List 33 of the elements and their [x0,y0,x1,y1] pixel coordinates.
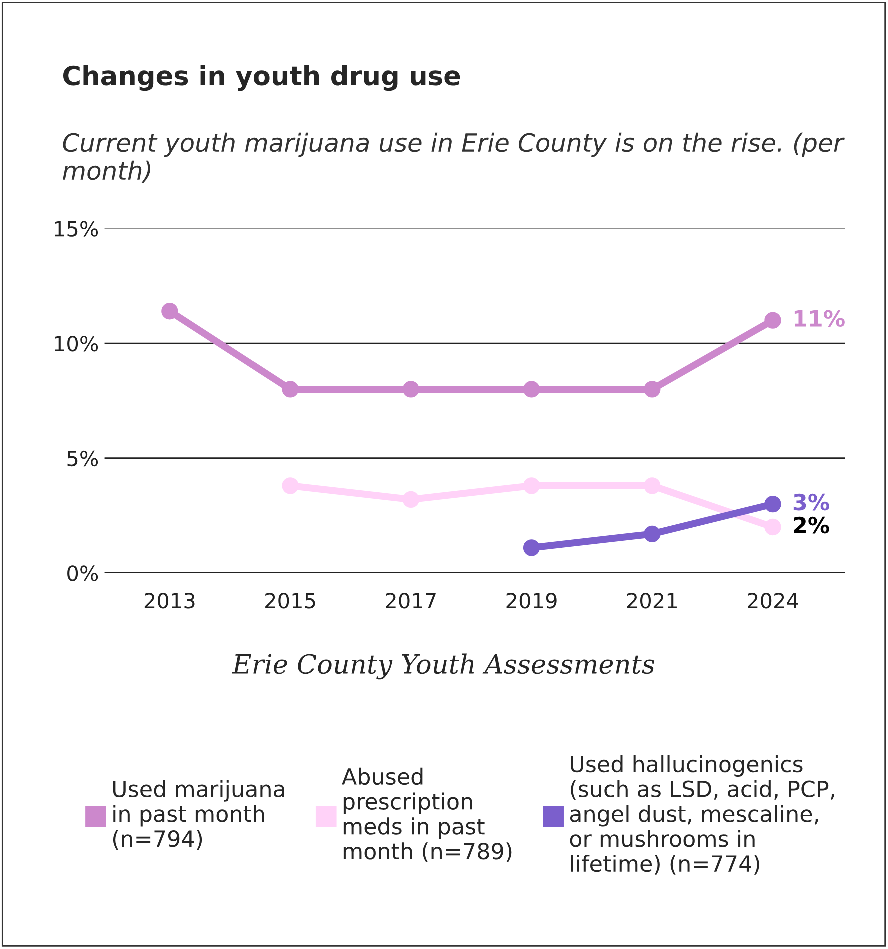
x-tick-label: 2021 [627,593,677,609]
y-tick-label: 0% [68,566,98,582]
y-tick-label: 15% [55,221,98,237]
point [764,518,782,536]
chart-title: Changes in youth drug use [63,65,460,92]
chart-subtitle: Current youth marijuana use in Erie County is on the rise. (per month) [63,132,845,184]
text: Erie County Youth Assessments [232,654,655,680]
data-label: 11% [794,310,845,328]
legend-label: Abused prescription meds in past month (n=789) [342,768,512,862]
point [644,526,661,542]
y-tick-label: 5% [68,450,98,467]
x-tick-label: 2017 [386,593,436,609]
x-tick-label: 2024 [748,593,798,609]
point [282,478,299,494]
x-tick-label: 2015 [266,593,316,609]
x-tick-label: 2019 [506,593,557,609]
point [523,478,540,494]
point [523,540,540,556]
point [644,381,661,398]
data-label: 2% [794,516,830,534]
point [282,381,299,398]
legend-label: Used marijuana in past month (n=794) [113,780,284,850]
point [523,381,540,398]
y-tick-label: 10% [55,336,98,352]
point [402,381,420,398]
data-label: 3% [794,494,830,511]
point [764,496,782,513]
point [764,312,782,329]
point [402,491,420,508]
legend-label: Used hallucinogenics (such as LSD, acid, PCP, angel dust, mescaline, or mushrooms in lifetime) (n=774) [570,755,834,875]
point [644,478,661,494]
x-tick-label: 2013 [144,593,195,609]
point [162,303,178,320]
